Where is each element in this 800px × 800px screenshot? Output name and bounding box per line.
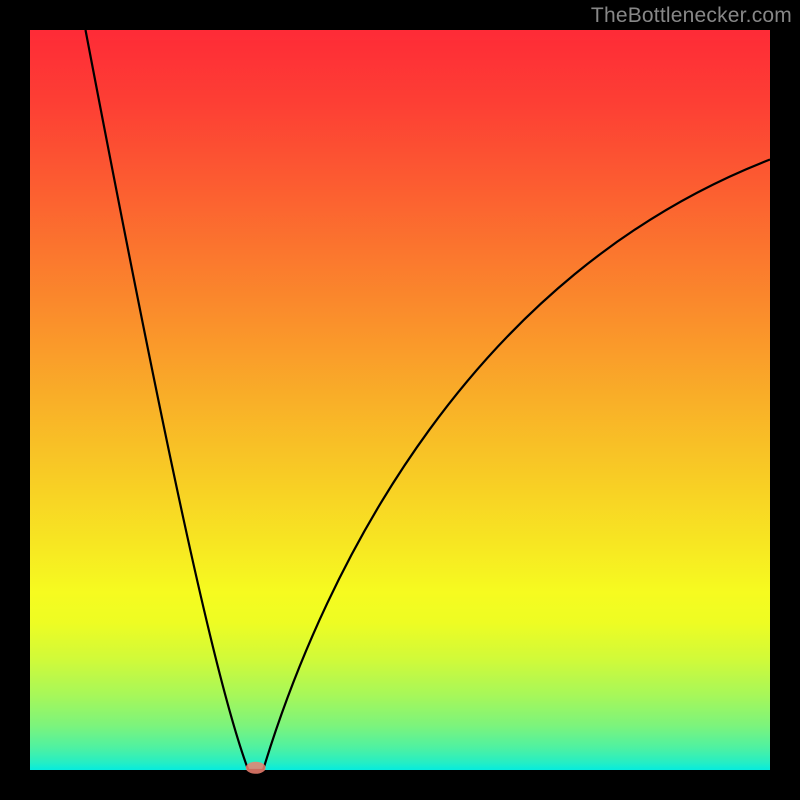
- chart-svg: [0, 0, 800, 800]
- watermark-text: TheBottlenecker.com: [591, 4, 792, 28]
- plot-background: [30, 30, 770, 770]
- optimal-marker: [246, 762, 266, 774]
- chart-container: TheBottlenecker.com: [0, 0, 800, 800]
